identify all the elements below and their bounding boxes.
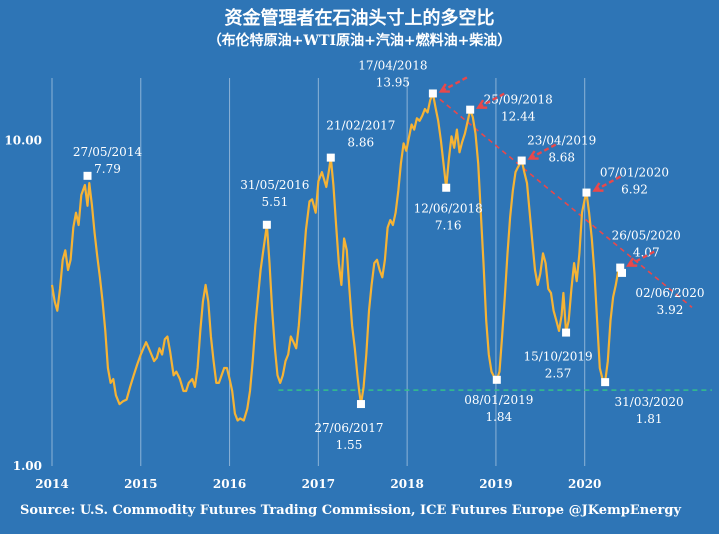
- annotation-date: 02/06/2020: [635, 286, 704, 300]
- x-tick-label: 2015: [124, 477, 157, 491]
- axis-layer: 2014 2015 2016 2017 2018 2019 2020 1.00 10.00: [4, 134, 601, 491]
- point-marker: [517, 156, 526, 165]
- point-marker: [601, 378, 610, 387]
- x-tick-label: 2016: [213, 477, 246, 491]
- annotation-value: 13.95: [376, 75, 410, 89]
- annotation-arrow: [477, 92, 505, 109]
- annotation-arrow: [593, 175, 622, 192]
- annotation-date: 31/05/2016: [240, 178, 309, 192]
- annotation-date: 07/01/2020: [600, 166, 669, 180]
- arrow-head: [438, 83, 450, 93]
- arrow-head: [527, 150, 539, 160]
- annotation-date: 23/04/2019: [527, 134, 596, 148]
- series-layer: [50, 92, 624, 422]
- annotation-date: 31/03/2020: [615, 395, 684, 409]
- series-line: [50, 92, 624, 422]
- point-marker: [492, 375, 501, 384]
- arrow-head: [626, 257, 638, 267]
- author-credit: @JKempEnergy: [568, 503, 681, 518]
- annotation-value: 7.79: [94, 162, 121, 176]
- annotation-date: 15/10/2019: [523, 350, 592, 364]
- guide-layer: [278, 92, 712, 391]
- arrow-head: [475, 99, 488, 109]
- annotation-arrow: [440, 76, 468, 93]
- annotation-value: 12.44: [501, 110, 536, 124]
- annotation-value: 7.16: [435, 219, 462, 233]
- x-tick-label: 2018: [390, 477, 423, 491]
- annotation-value: 1.81: [636, 412, 663, 426]
- annotation-value: 4.07: [633, 246, 660, 260]
- x-tick-label: 2017: [302, 477, 335, 491]
- annotation-date: 27/06/2017: [314, 421, 383, 435]
- annotation-date: 08/01/2019: [464, 393, 533, 407]
- annotation-date: 17/04/2018: [358, 58, 427, 72]
- y-tick-label: 1.00: [13, 459, 42, 473]
- source-note: Source: U.S. Commodity Futures Trading C…: [20, 503, 564, 518]
- point-marker: [582, 188, 591, 197]
- marker-layer: [83, 89, 626, 409]
- arrow-head: [592, 182, 604, 192]
- annotation-date: 21/02/2017: [326, 119, 395, 133]
- point-marker: [326, 153, 335, 162]
- point-marker: [442, 183, 451, 192]
- annotation-value: 1.55: [336, 438, 363, 452]
- chart-title: 资金管理者在石油头寸上的多空比: [224, 8, 495, 29]
- annotation-value: 5.51: [262, 195, 289, 209]
- annotation-arrow: [627, 250, 655, 267]
- label-layer: 27/05/2014 7.79 31/05/2016 5.51 21/02/2017 8.…: [73, 58, 705, 452]
- annotation-value: 3.92: [657, 303, 684, 317]
- x-tick-label: 2019: [479, 477, 512, 491]
- chart-subtitle: （布伦特原油+WTI原油+汽油+燃料油+柴油）: [207, 33, 512, 49]
- annotation-value: 6.92: [621, 183, 648, 197]
- annotation-arrow: [529, 143, 557, 160]
- annotation-value: 2.57: [545, 367, 572, 381]
- annotation-date: 12/06/2018: [414, 202, 483, 216]
- point-marker: [262, 220, 271, 229]
- y-tick-label: 10.00: [4, 134, 42, 148]
- grid-layer: [51, 78, 586, 466]
- x-tick-label: 2020: [568, 477, 601, 491]
- point-marker: [562, 328, 571, 337]
- annotation-value: 1.84: [485, 410, 512, 424]
- annotation-date: 27/05/2014: [73, 145, 143, 159]
- point-marker: [356, 400, 365, 409]
- annotation-date: 26/05/2020: [612, 229, 681, 243]
- trend-line: [432, 92, 693, 309]
- x-tick-label: 2014: [35, 477, 68, 491]
- point-marker: [466, 105, 475, 114]
- annotation-value: 8.68: [548, 151, 575, 165]
- point-marker: [616, 263, 625, 272]
- point-marker: [428, 89, 437, 98]
- point-marker: [618, 268, 626, 277]
- point-marker: [83, 171, 92, 180]
- annotation-value: 8.86: [347, 136, 374, 150]
